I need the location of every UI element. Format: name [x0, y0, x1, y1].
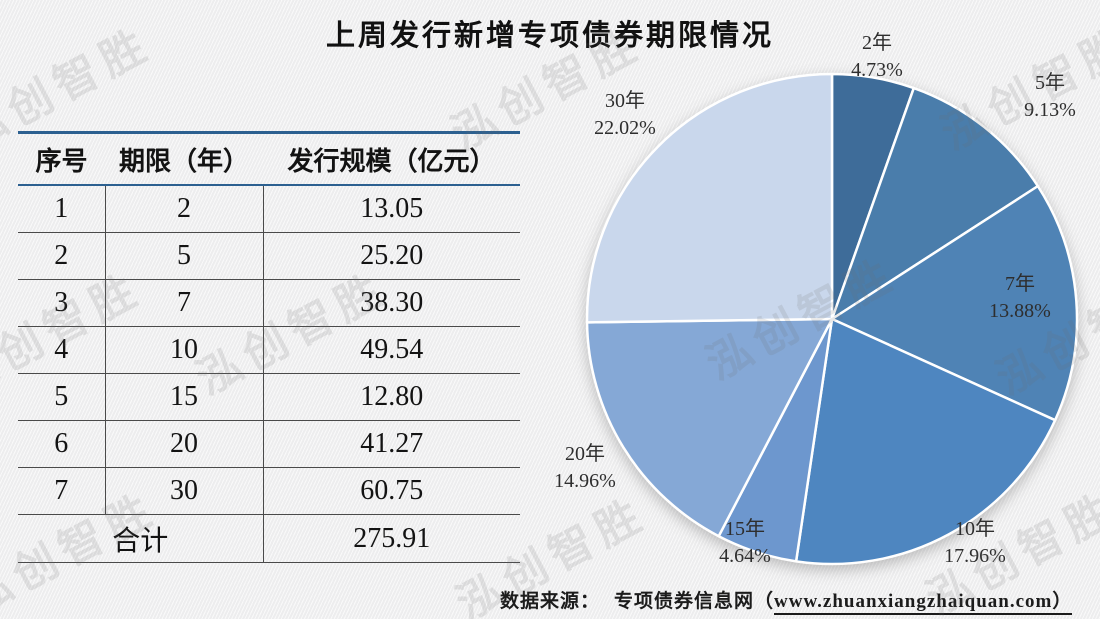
- term-table: 序号 期限（年） 发行规模（亿元） 1 2 13.05 2 5 25.20 3 7 38.30 4…: [18, 131, 520, 563]
- table-total-row: 合计 275.91: [18, 514, 520, 563]
- col-header-term: 期限（年）: [105, 131, 263, 186]
- total-label-cell: 合计: [18, 514, 264, 563]
- pie-label-name: 30年: [604, 90, 645, 112]
- pie-label: 5年 9.13%: [1024, 70, 1076, 124]
- table-cell: 15: [105, 373, 264, 421]
- source-prefix: 数据来源：: [500, 591, 601, 612]
- pie-svg: [585, 72, 1079, 566]
- table-cell: 41.27: [263, 420, 520, 468]
- total-value-cell: 275.91: [263, 514, 520, 563]
- pie-label-name: 10年: [954, 518, 995, 540]
- pie-label-pct: 13.88%: [989, 300, 1051, 322]
- chart-title: 上周发行新增专项债券期限情况: [325, 20, 774, 52]
- pie-label-pct: 4.73%: [851, 59, 903, 81]
- pie-slice-6: [585, 317, 834, 538]
- pie-label-pct: 22.02%: [594, 117, 656, 139]
- pie-label: 10年 17.96%: [944, 516, 1006, 570]
- table-row: 3 7 38.30: [18, 279, 520, 327]
- pie-slice-3: [830, 184, 1079, 422]
- pie-label: 20年 14.96%: [554, 441, 616, 495]
- table-cell: 5: [18, 373, 106, 421]
- table-cell: 38.30: [263, 279, 520, 327]
- table-cell: 25.20: [263, 232, 520, 280]
- col-header-scale: 发行规模（亿元）: [263, 131, 520, 186]
- source-line: 数据来源： 专项债券信息网（www.zhuanxiangzhaiquan.com）: [500, 586, 1073, 615]
- table-cell: 6: [18, 420, 106, 468]
- pie-label-pct: 14.96%: [554, 470, 616, 492]
- table-row: 2 5 25.20: [18, 232, 520, 280]
- table-cell: 1: [18, 185, 106, 233]
- pie-label-name: 15年: [724, 518, 765, 540]
- pie-label: 2年 4.73%: [851, 30, 903, 84]
- table-header-row: 序号 期限（年） 发行规模（亿元）: [18, 131, 520, 186]
- pie-label-name: 2年: [861, 32, 892, 54]
- pie-label-name: 20年: [564, 443, 605, 465]
- pie-label: 7年 13.88%: [989, 271, 1051, 325]
- table-cell: 20: [105, 420, 264, 468]
- table-cell: 7: [18, 467, 106, 515]
- pie-slice-2: [830, 86, 1040, 321]
- table-row: 5 15 12.80: [18, 373, 520, 421]
- source-site: 专项债券信息网（: [614, 591, 775, 612]
- table-cell: 60.75: [263, 467, 520, 515]
- table-cell: 49.54: [263, 326, 520, 374]
- pie-label-pct: 4.64%: [719, 545, 771, 567]
- table-cell: 2: [105, 185, 264, 233]
- table-row: 4 10 49.54: [18, 326, 520, 374]
- table-cell: 12.80: [263, 373, 520, 421]
- table-cell: 4: [18, 326, 106, 374]
- table-cell: 30: [105, 467, 264, 515]
- table-cell: 3: [18, 279, 106, 327]
- table-cell: 7: [105, 279, 264, 327]
- pie-label-pct: 9.13%: [1024, 99, 1076, 121]
- table-row: 6 20 41.27: [18, 420, 520, 468]
- table-row: 7 30 60.75: [18, 467, 520, 515]
- table-cell: 13.05: [263, 185, 520, 233]
- pie-slice-4: [794, 317, 1057, 566]
- col-header-index: 序号: [18, 131, 105, 186]
- table-cell: 10: [105, 326, 264, 374]
- table-cell: 2: [18, 232, 106, 280]
- pie-label-name: 7年: [1004, 273, 1035, 295]
- pie-label: 15年 4.64%: [719, 516, 771, 570]
- pie-label-name: 5年: [1034, 72, 1065, 94]
- table-cell: 5: [105, 232, 264, 280]
- pie-chart: 2年 4.73% 5年 9.13% 7年 13.88% 10年 17.96% 15年 4.64% 2…: [545, 25, 1100, 585]
- pie-slice-7: [585, 72, 834, 324]
- pie-label-pct: 17.96%: [944, 545, 1006, 567]
- source-url-link[interactable]: www.zhuanxiangzhaiquan.com）: [774, 591, 1073, 615]
- pie-label: 30年 22.02%: [594, 88, 656, 142]
- table-row: 1 2 13.05: [18, 185, 520, 233]
